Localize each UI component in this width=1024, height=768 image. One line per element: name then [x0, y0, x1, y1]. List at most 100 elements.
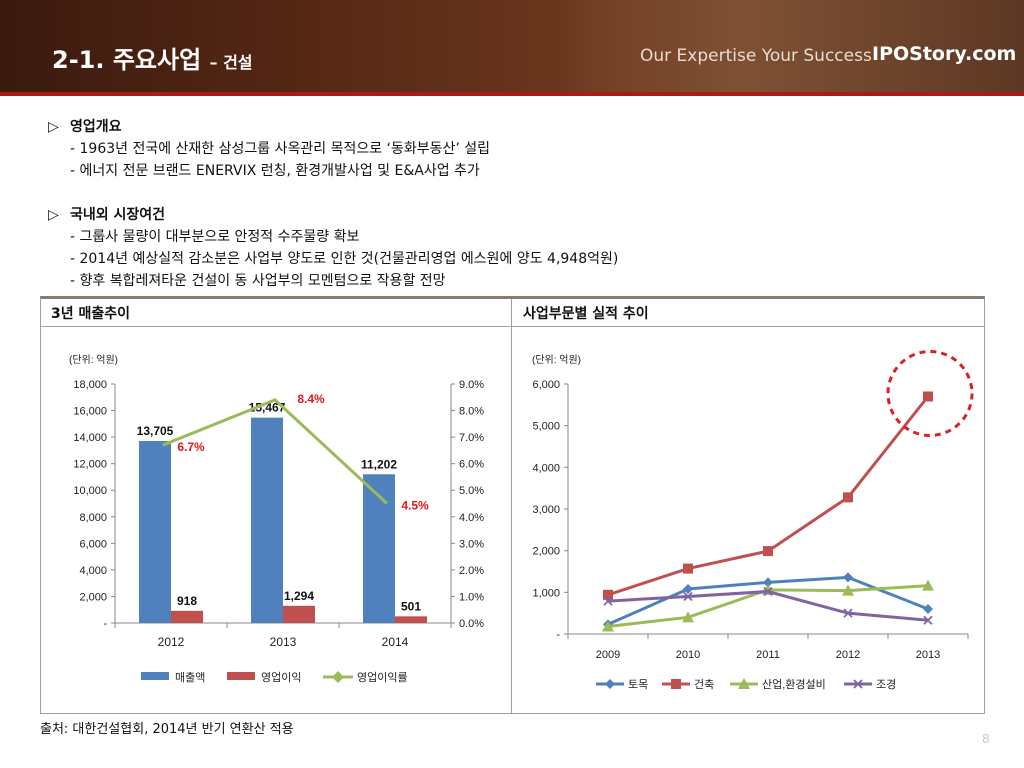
y2-tick-label: 4.0%	[459, 512, 484, 524]
triangle-icon: ▷	[48, 207, 59, 223]
section-line: - 2014년 예상실적 감소분은 사업부 양도로 인한 것(건물관리영업 에스…	[70, 251, 619, 267]
y-tick-label: 14,000	[73, 432, 107, 444]
frame-divider	[511, 299, 512, 713]
data-label-operating-profit: 918	[177, 594, 197, 608]
y-tick-label: 16,000	[73, 406, 107, 418]
y-tick-label: -	[556, 629, 560, 641]
data-point	[683, 591, 693, 602]
bar-operating-profit	[395, 616, 427, 623]
section-title-market: ▷ 국내외 시장여건	[48, 204, 618, 226]
triangle-icon: ▷	[48, 119, 59, 135]
y2-tick-label: 0.0%	[459, 618, 484, 630]
legend-label: 영업이익	[261, 671, 301, 684]
data-point	[843, 572, 853, 583]
y-tick-label: 5,000	[532, 421, 560, 433]
section-line: - 향후 복합레져타운 건설이 동 사업부의 모멘텀으로 작용할 전망	[70, 273, 446, 289]
data-point	[843, 608, 853, 618]
y2-tick-label: 2.0%	[459, 565, 484, 577]
header-underline	[0, 92, 1024, 96]
bar-revenue	[251, 417, 283, 623]
section-line: - 에너지 전문 브랜드 ENERVIX 런칭, 환경개발사업 및 E&A사업 …	[70, 163, 480, 179]
data-label-operating-margin: 4.5%	[401, 499, 429, 513]
brand-logo: IPOStory.com	[872, 43, 1017, 65]
data-point	[682, 611, 694, 623]
y-tick-label: -	[103, 618, 107, 630]
data-label-revenue: 13,705	[137, 424, 174, 438]
x-tick-label: 2011	[756, 649, 780, 661]
data-point	[763, 586, 773, 597]
series-line	[607, 589, 929, 622]
data-point	[602, 620, 614, 632]
legend-label: 영업이익률	[357, 671, 408, 684]
data-point	[763, 577, 773, 588]
legend-label: 조경	[876, 678, 896, 691]
legend-label: 산업,환경설비	[762, 678, 826, 691]
data-point	[683, 563, 693, 574]
legend-label: 건축	[694, 678, 714, 691]
data-point	[922, 579, 934, 591]
data-label-operating-margin: 8.4%	[297, 392, 325, 406]
section-line: - 그룹사 물량이 대부분으로 안정적 수주물량 확보	[70, 229, 360, 245]
slogan: Our Expertise Your Success	[640, 46, 872, 66]
x-tick-label: 2009	[596, 649, 620, 661]
data-point	[923, 615, 933, 625]
data-point	[843, 492, 853, 503]
y-tick-label: 2,000	[532, 546, 560, 558]
page-title-sub: – 건설	[209, 53, 253, 72]
data-point	[763, 546, 773, 557]
unit-label: (단위: 억원)	[532, 353, 581, 366]
line-operating-margin	[162, 398, 389, 505]
legend-swatch	[141, 672, 169, 680]
data-point	[603, 589, 613, 600]
source-note: 출처: 대한건설협회, 2014년 반기 연환산 적용	[40, 722, 294, 737]
legend-marker	[738, 678, 750, 689]
data-label-operating-margin: 6.7%	[177, 440, 205, 454]
legend-swatch	[227, 672, 255, 680]
y-tick-label: 12,000	[73, 459, 107, 471]
y-tick-label: 4,000	[79, 565, 107, 577]
legend-marker	[853, 679, 863, 689]
bar-operating-profit	[171, 610, 203, 623]
legend-label: 매출액	[175, 671, 205, 684]
x-tick-label: 2012	[836, 649, 860, 661]
data-point	[923, 391, 933, 402]
y-tick-label: 4,000	[532, 462, 560, 474]
left-panel-title: 3년 매출추이	[51, 306, 131, 322]
data-point	[603, 596, 613, 606]
y-tick-label: 6,000	[79, 538, 107, 550]
y2-tick-label: 5.0%	[459, 485, 484, 497]
y2-tick-label: 1.0%	[459, 591, 484, 603]
section-line: - 1963년 전국에 산재한 삼성그룹 사옥관리 목적으로 ‘동화부동산’ 설…	[70, 141, 491, 157]
legend-marker	[605, 679, 615, 689]
highlight-circle	[886, 350, 974, 437]
legend-label: 토목	[628, 678, 648, 691]
bar-operating-profit	[283, 605, 315, 623]
page-title-main: 2-1. 주요사업	[52, 46, 202, 74]
data-point	[923, 604, 933, 614]
section-title-overview: ▷ 영업개요	[48, 116, 618, 138]
y2-tick-label: 3.0%	[459, 538, 484, 550]
data-label-revenue: 15,467	[249, 401, 286, 415]
y2-tick-label: 6.0%	[459, 459, 484, 471]
y2-tick-label: 7.0%	[459, 432, 484, 444]
bullet-sections: ▷ 영업개요 - 1963년 전국에 산재한 삼성그룹 사옥관리 목적으로 ‘동화…	[48, 116, 618, 292]
y-tick-label: 10,000	[73, 485, 107, 497]
y-tick-label: 18,000	[73, 379, 107, 391]
data-label-operating-profit: 1,294	[284, 589, 314, 603]
y-tick-label: 2,000	[79, 591, 107, 603]
y2-tick-label: 8.0%	[459, 406, 484, 418]
data-point	[842, 584, 854, 596]
data-point	[683, 584, 693, 594]
data-label-revenue: 11,202	[361, 457, 397, 471]
unit-label: (단위: 억원)	[69, 353, 118, 366]
x-tick-label: 2012	[158, 635, 185, 649]
y-tick-label: 8,000	[79, 512, 107, 524]
x-tick-label: 2013	[916, 649, 940, 661]
chart-frame: 3년 매출추이 사업부문별 실적 추이	[40, 296, 985, 714]
x-tick-label: 2013	[270, 635, 297, 649]
y2-tick-label: 9.0%	[459, 379, 484, 391]
header-banner	[0, 0, 1024, 92]
y-tick-label: 6,000	[532, 379, 560, 391]
y-tick-label: 3,000	[532, 504, 560, 516]
data-label-operating-profit: 501	[401, 599, 421, 613]
